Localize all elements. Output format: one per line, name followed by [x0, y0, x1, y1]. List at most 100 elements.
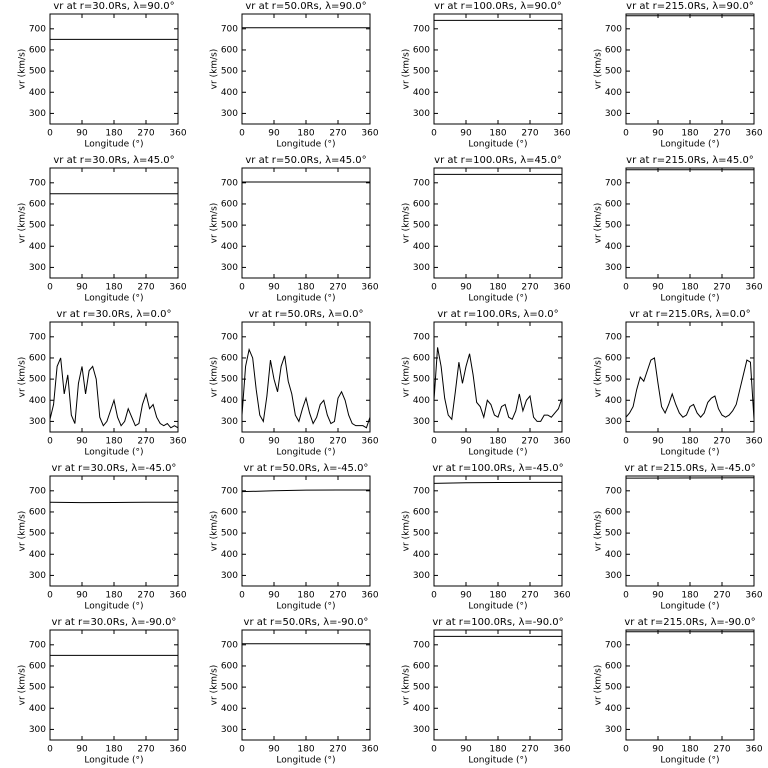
- x-tick-label: 360: [553, 283, 570, 293]
- x-tick-label: 360: [361, 129, 378, 139]
- y-tick-label: 400: [29, 550, 46, 560]
- y-axis-label: vr (km/s): [18, 665, 28, 706]
- y-tick-label: 700: [221, 24, 238, 34]
- y-tick-label: 700: [29, 24, 46, 34]
- x-tick-label: 270: [713, 129, 730, 139]
- chart-title: vr at r=215.0Rs, λ=-90.0°: [624, 617, 755, 628]
- x-tick-label: 90: [460, 745, 472, 755]
- x-tick-label: 180: [681, 745, 698, 755]
- y-tick-label: 600: [221, 507, 238, 517]
- y-tick-label: 600: [605, 199, 622, 209]
- y-axis-label: vr (km/s): [18, 49, 28, 90]
- x-tick-label: 90: [268, 129, 280, 139]
- y-axis-label: vr (km/s): [210, 511, 220, 552]
- x-tick-label: 180: [297, 437, 314, 447]
- x-tick-label: 180: [297, 745, 314, 755]
- x-tick-label: 90: [268, 745, 280, 755]
- y-tick-label: 300: [413, 109, 430, 119]
- x-tick-label: 0: [431, 437, 437, 447]
- y-tick-label: 600: [29, 199, 46, 209]
- y-tick-label: 700: [413, 178, 430, 188]
- x-tick-label: 90: [268, 591, 280, 601]
- x-tick-label: 360: [361, 283, 378, 293]
- y-axis-label: vr (km/s): [594, 49, 604, 90]
- x-axis-label: Longitude (°): [276, 294, 335, 304]
- y-tick-label: 700: [29, 640, 46, 650]
- chart-title: vr at r=30.0Rs, λ=90.0°: [53, 1, 174, 12]
- x-tick-label: 270: [713, 745, 730, 755]
- plot-frame: [241, 321, 371, 433]
- y-tick-label: 300: [221, 263, 238, 273]
- x-tick-label: 180: [489, 591, 506, 601]
- x-axis-label: Longitude (°): [276, 756, 335, 766]
- y-tick-label: 400: [29, 88, 46, 98]
- chart-title: vr at r=50.0Rs, λ=-90.0°: [244, 617, 369, 628]
- y-tick-label: 300: [221, 109, 238, 119]
- plot-frame: [625, 629, 755, 741]
- y-tick-label: 500: [221, 375, 238, 385]
- plot-frame: [241, 13, 371, 125]
- y-tick-label: 500: [605, 529, 622, 539]
- x-tick-label: 180: [681, 283, 698, 293]
- chart-title: vr at r=100.0Rs, λ=45.0°: [434, 155, 562, 166]
- y-tick-label: 500: [413, 221, 430, 231]
- x-tick-label: 0: [47, 591, 53, 601]
- y-tick-label: 400: [605, 550, 622, 560]
- y-axis-label: vr (km/s): [402, 49, 412, 90]
- x-tick-label: 360: [553, 591, 570, 601]
- chart-title: vr at r=100.0Rs, λ=-90.0°: [432, 617, 563, 628]
- y-tick-label: 400: [605, 704, 622, 714]
- y-tick-label: 300: [29, 263, 46, 273]
- y-tick-label: 300: [413, 417, 430, 427]
- data-line: [433, 481, 562, 484]
- x-tick-label: 360: [553, 437, 570, 447]
- y-tick-label: 400: [221, 396, 238, 406]
- y-tick-label: 700: [413, 24, 430, 34]
- x-tick-label: 360: [169, 437, 186, 447]
- x-tick-label: 0: [239, 129, 245, 139]
- x-axis-label: Longitude (°): [660, 294, 719, 304]
- x-axis-label: Longitude (°): [660, 448, 719, 458]
- y-tick-label: 500: [29, 67, 46, 77]
- y-tick-label: 700: [221, 332, 238, 342]
- x-axis-label: Longitude (°): [276, 602, 335, 612]
- y-tick-label: 600: [413, 353, 430, 363]
- x-axis-label: Longitude (°): [84, 448, 143, 458]
- x-axis-label: Longitude (°): [84, 294, 143, 304]
- y-tick-label: 700: [29, 486, 46, 496]
- y-tick-label: 600: [605, 661, 622, 671]
- x-tick-label: 0: [239, 283, 245, 293]
- x-axis-label: Longitude (°): [276, 448, 335, 458]
- y-tick-label: 400: [29, 704, 46, 714]
- x-tick-label: 180: [489, 437, 506, 447]
- x-tick-label: 180: [681, 591, 698, 601]
- y-tick-label: 700: [605, 486, 622, 496]
- x-tick-label: 360: [169, 591, 186, 601]
- x-tick-label: 360: [361, 437, 378, 447]
- chart-title: vr at r=215.0Rs, λ=90.0°: [626, 1, 754, 12]
- y-tick-label: 400: [221, 88, 238, 98]
- y-tick-label: 300: [605, 725, 622, 735]
- y-tick-label: 300: [29, 725, 46, 735]
- y-tick-label: 600: [605, 507, 622, 517]
- y-tick-label: 500: [413, 67, 430, 77]
- chart-title: vr at r=100.0Rs, λ=0.0°: [437, 309, 558, 320]
- x-tick-label: 0: [239, 437, 245, 447]
- y-tick-label: 400: [221, 704, 238, 714]
- chart-title: vr at r=30.0Rs, λ=0.0°: [57, 309, 172, 320]
- x-axis-label: Longitude (°): [468, 140, 527, 150]
- x-axis-label: Longitude (°): [84, 140, 143, 150]
- x-tick-label: 0: [431, 129, 437, 139]
- x-tick-label: 270: [329, 437, 346, 447]
- x-tick-label: 90: [76, 129, 88, 139]
- chart-title: vr at r=215.0Rs, λ=45.0°: [626, 155, 754, 166]
- chart-title: vr at r=30.0Rs, λ=-90.0°: [52, 617, 177, 628]
- plot-frame: [433, 475, 563, 587]
- y-tick-label: 300: [221, 725, 238, 735]
- y-tick-label: 600: [413, 507, 430, 517]
- y-tick-label: 700: [605, 178, 622, 188]
- y-axis-label: vr (km/s): [594, 665, 604, 706]
- x-tick-label: 360: [169, 283, 186, 293]
- y-tick-label: 300: [605, 417, 622, 427]
